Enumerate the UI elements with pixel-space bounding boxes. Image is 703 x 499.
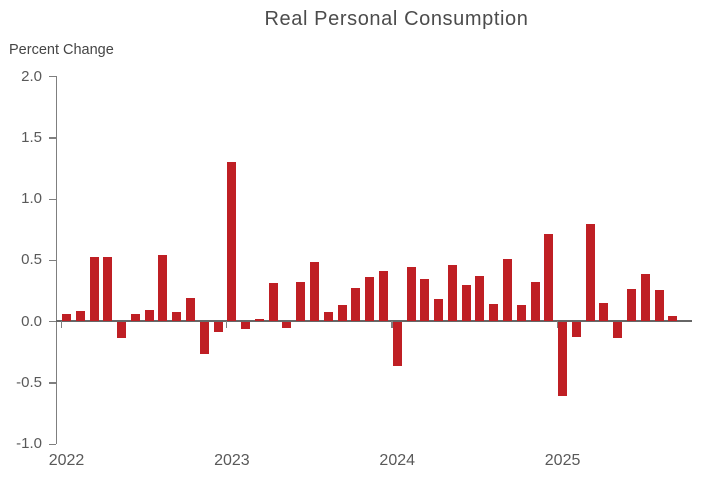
y-axis-line	[55, 76, 57, 444]
bar	[447, 264, 457, 321]
bar	[75, 311, 85, 321]
bar	[241, 322, 251, 330]
bar	[640, 274, 650, 321]
bar	[103, 257, 113, 321]
bar	[186, 297, 196, 321]
bar	[571, 322, 581, 337]
bar	[406, 267, 416, 321]
y-tick-label: 0.0	[21, 312, 42, 330]
bar	[158, 254, 168, 321]
bar	[254, 318, 264, 321]
bar	[337, 305, 347, 321]
x-tick	[60, 321, 62, 328]
bar	[668, 316, 678, 321]
y-tick	[48, 137, 56, 139]
bar	[351, 287, 361, 321]
bar	[461, 285, 471, 321]
y-tick-label: 0.5	[21, 251, 42, 269]
bar	[613, 322, 623, 338]
bar	[282, 322, 292, 329]
bar	[489, 303, 499, 321]
y-tick	[48, 321, 56, 323]
bar	[365, 276, 375, 321]
y-tick-label: 1.0	[21, 190, 42, 207]
bar	[117, 322, 127, 338]
x-tick	[556, 321, 558, 328]
y-tick-label: -1.0	[16, 435, 42, 452]
bar	[530, 281, 540, 321]
x-tick-label: 2022	[48, 452, 85, 469]
y-tick	[48, 443, 56, 445]
y-tick	[48, 259, 56, 262]
y-tick-label: -0.5	[16, 373, 42, 391]
y-axis-unit-label: Percent Change	[9, 42, 114, 58]
y-tick	[48, 198, 56, 200]
bar	[323, 312, 333, 321]
bar	[213, 322, 223, 332]
chart-title: Real Personal Consumption	[264, 8, 529, 30]
bar	[227, 161, 237, 321]
x-tick-label: 2023	[214, 452, 250, 469]
y-tick-label: 2.0	[21, 67, 42, 85]
x-tick	[391, 321, 393, 328]
x-tick-label: 2025	[544, 452, 581, 469]
bar	[434, 298, 444, 321]
bar	[62, 313, 71, 321]
bar	[544, 234, 554, 321]
bar	[296, 281, 306, 321]
bar	[199, 322, 209, 354]
bar	[378, 270, 388, 321]
bar	[558, 322, 568, 396]
bar	[392, 322, 402, 367]
bar	[268, 283, 278, 321]
bar	[172, 312, 182, 321]
bar	[599, 302, 609, 321]
bar	[654, 290, 664, 321]
x-tick-label: 2024	[379, 452, 416, 469]
bar	[310, 262, 320, 321]
y-tick	[48, 76, 56, 78]
bar	[144, 309, 154, 321]
bar	[585, 224, 595, 321]
bar	[502, 258, 512, 321]
x-axis-zero-line	[55, 320, 692, 322]
bar	[420, 279, 430, 321]
bar	[89, 257, 99, 321]
bar	[130, 313, 140, 321]
y-tick-label: 1.5	[21, 128, 42, 146]
bar	[626, 289, 636, 321]
y-tick	[48, 382, 56, 384]
bar	[516, 305, 526, 321]
x-tick	[225, 321, 228, 328]
bar	[475, 275, 485, 321]
